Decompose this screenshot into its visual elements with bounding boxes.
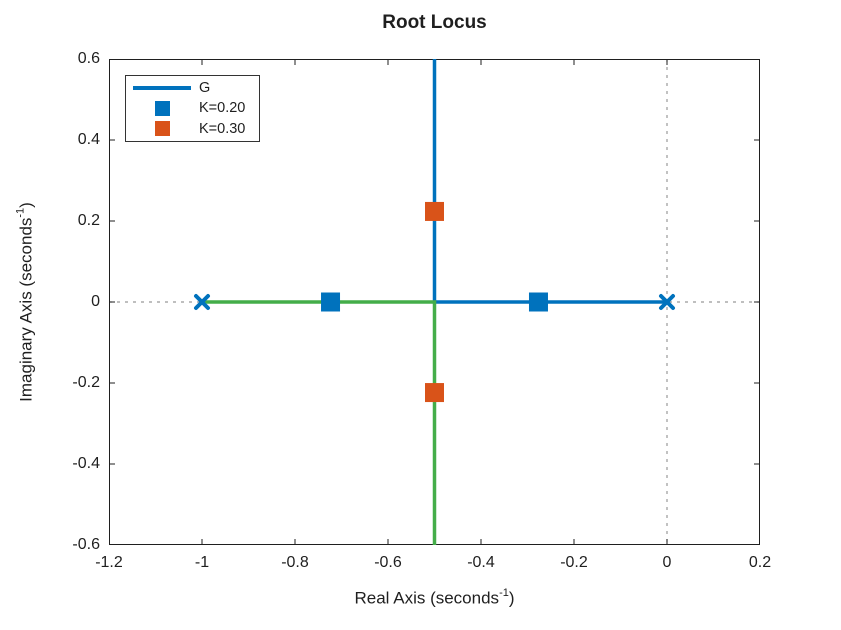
gain-marker-square (321, 292, 341, 312)
y-tick-label: 0.4 (77, 131, 100, 148)
x-tick-label: -0.4 (467, 554, 495, 571)
y-tick-label: -0.2 (72, 374, 100, 391)
gain-marker-square (425, 383, 444, 403)
y-tick-label: -0.4 (72, 455, 100, 472)
pole-x-marker (194, 294, 210, 310)
legend-square-swatch-orange (131, 121, 193, 137)
legend: G K=0.20 K=0.30 (125, 75, 260, 142)
legend-entry-g: G (126, 79, 259, 98)
legend-label: K=0.30 (199, 120, 246, 137)
x-tick-label: -0.6 (374, 554, 402, 571)
x-tick-label: 0.2 (748, 554, 772, 571)
legend-label: K=0.20 (199, 100, 246, 117)
x-tick-label: -1.2 (95, 554, 123, 571)
legend-entry-k020: K=0.20 (126, 99, 259, 118)
legend-square-swatch-blue (131, 100, 193, 116)
x-axis-label: Real Axis (seconds-1) (354, 587, 515, 608)
y-tick-label: -0.6 (72, 536, 100, 553)
plot-area (109, 59, 760, 545)
legend-label: G (199, 80, 211, 97)
legend-line-swatch (131, 86, 193, 91)
locus-branch (432, 59, 667, 304)
y-axis-label: Imaginary Axis (seconds-1) (14, 202, 36, 402)
pole-x-marker (659, 294, 675, 310)
y-tick-label: 0.2 (77, 212, 100, 229)
gain-marker-square (528, 292, 548, 312)
x-tick-label: 0 (662, 554, 672, 571)
gain-marker-square (425, 201, 444, 221)
chart-title: Root Locus (382, 12, 487, 33)
y-tick-label: 0.6 (77, 50, 100, 67)
legend-entry-k030: K=0.30 (126, 119, 259, 138)
x-tick-label: -0.2 (560, 554, 588, 571)
x-tick-label: -0.8 (281, 554, 309, 571)
y-tick-label: 0 (91, 293, 100, 310)
locus-branch (202, 300, 437, 545)
x-tick-label: -1 (194, 554, 210, 571)
